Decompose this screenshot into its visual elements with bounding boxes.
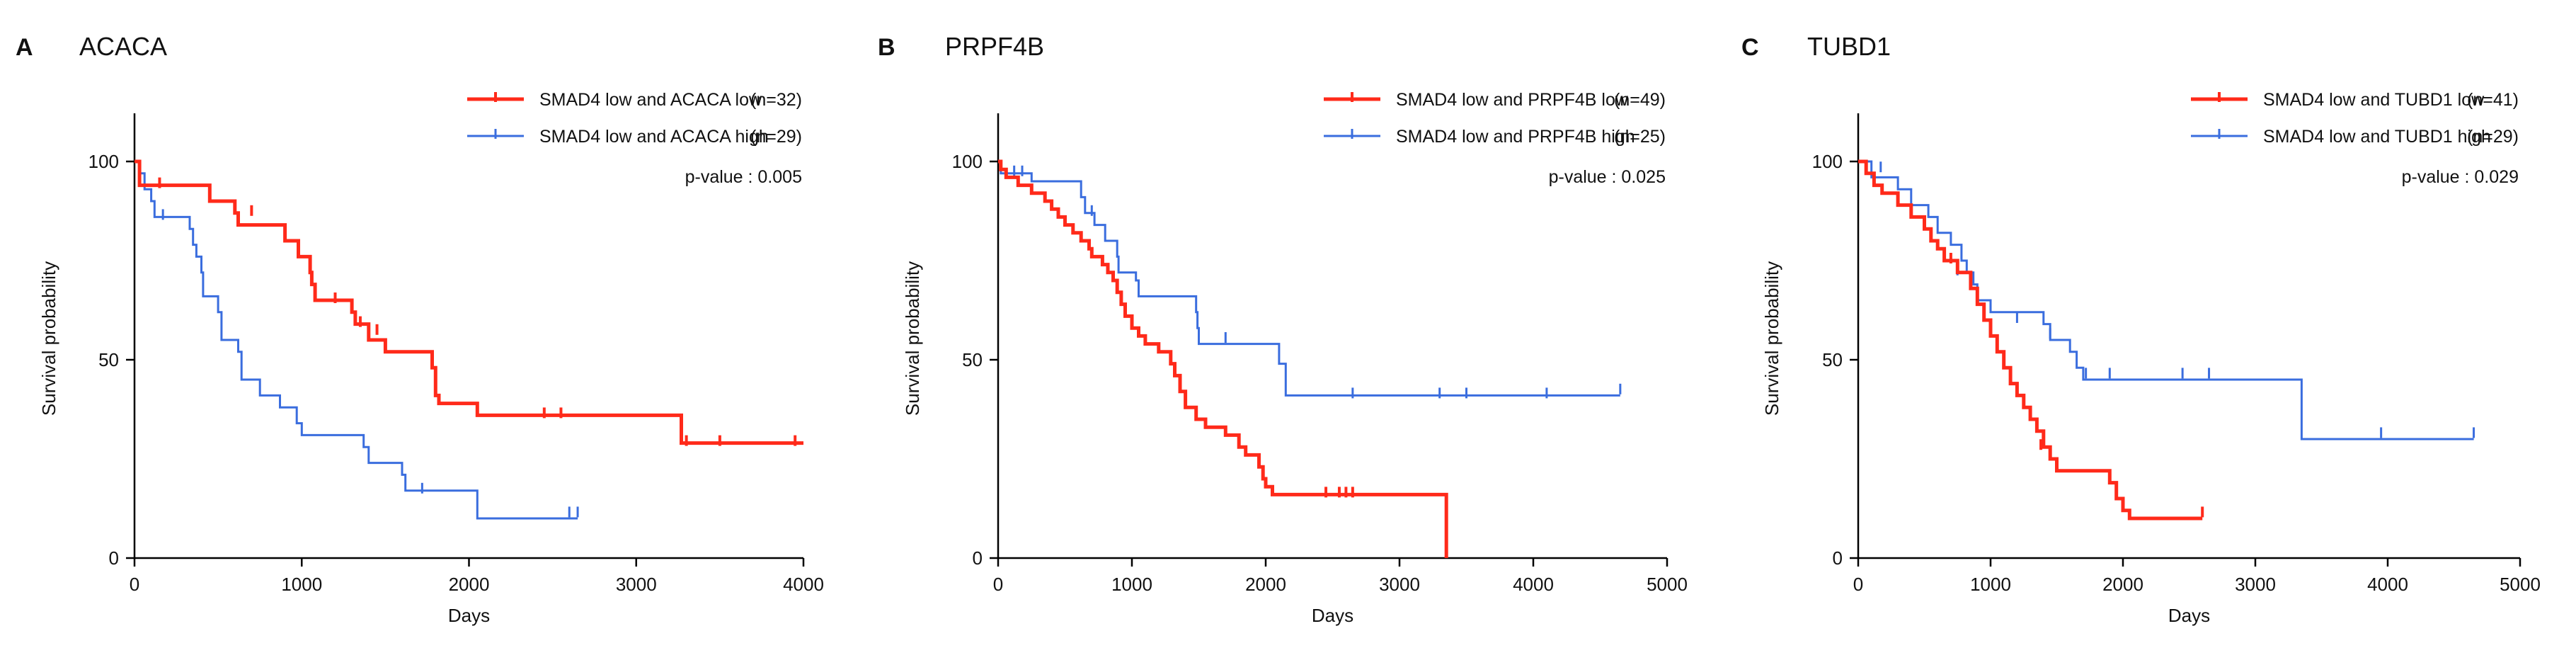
x-tick-label: 4000 — [2367, 574, 2408, 595]
legend-n: (n=49) — [1614, 90, 1666, 110]
y-tick-label: 0 — [109, 547, 119, 569]
km-curve-high — [1858, 160, 2474, 441]
p-value: p-value : 0.025 — [1549, 167, 1666, 187]
x-tick-label: 5000 — [1647, 574, 1688, 595]
legend-label: SMAD4 low and TUBD1 high — [2263, 127, 2491, 147]
legend-label: SMAD4 low and ACACA low — [539, 90, 762, 110]
panel-title: PRPF4B — [945, 32, 1044, 61]
x-tick-label: 1000 — [1970, 574, 2011, 595]
y-tick-label: 100 — [88, 151, 119, 172]
panel-letter: C — [1741, 34, 1759, 61]
panel-letter: A — [16, 34, 33, 61]
y-tick-label: 100 — [1812, 151, 1843, 172]
p-value: p-value : 0.005 — [685, 167, 802, 187]
x-tick-label: 1000 — [1111, 574, 1152, 595]
y-tick-label: 0 — [973, 547, 983, 569]
y-axis-label: Survival probability — [1761, 261, 1782, 416]
panel-a: A ACACA 0 1000 2000 3000 4000 0 50 100 Days Surviva… — [16, 32, 824, 626]
y-tick-label: 50 — [962, 349, 983, 370]
x-tick-label: 2000 — [449, 574, 490, 595]
x-tick-label: 2000 — [2102, 574, 2143, 595]
x-axis-label: Days — [448, 605, 490, 626]
x-tick-label: 3000 — [616, 574, 657, 595]
y-tick-label: 50 — [98, 349, 119, 370]
x-tick-label: 2000 — [1245, 574, 1286, 595]
x-tick-label: 5000 — [2500, 574, 2541, 595]
km-curve-high — [998, 160, 1620, 397]
km-curve-low — [134, 159, 803, 445]
x-tick-label: 1000 — [281, 574, 322, 595]
y-axis-label: Survival probability — [38, 261, 59, 416]
x-tick-label: 4000 — [783, 574, 824, 595]
legend-label: SMAD4 low and TUBD1 low — [2263, 90, 2485, 110]
legend-label: SMAD4 low and ACACA high — [539, 127, 769, 147]
panel-b: B PRPF4B 0 1000 2000 3000 4000 5000 0 50 100 Days Su… — [878, 32, 1688, 626]
km-curve-low — [1858, 159, 2203, 521]
x-tick-label: 0 — [1853, 574, 1863, 595]
p-value: p-value : 0.029 — [2402, 167, 2519, 187]
panel-title: ACACA — [79, 32, 167, 61]
legend-n: (n=29) — [750, 127, 802, 147]
x-tick-label: 4000 — [1513, 574, 1554, 595]
km-curve-low — [998, 159, 1448, 558]
legend-n: (n=29) — [2467, 127, 2519, 147]
y-tick-label: 100 — [952, 151, 983, 172]
panel-c: C TUBD1 0 1000 2000 3000 4000 5000 0 50 100 Days Sur… — [1741, 32, 2541, 626]
x-tick-label: 0 — [993, 574, 1003, 595]
y-axis-label: Survival probability — [902, 261, 923, 416]
km-curve-high — [134, 160, 578, 520]
y-tick-label: 50 — [1822, 349, 1843, 370]
legend-n: (n=41) — [2467, 90, 2519, 110]
legend-label: SMAD4 low and PRPF4B low — [1396, 90, 1629, 110]
x-tick-label: 0 — [130, 574, 139, 595]
panel-letter: B — [878, 34, 895, 61]
y-tick-label: 0 — [1833, 547, 1843, 569]
legend-label: SMAD4 low and PRPF4B high — [1396, 127, 1635, 147]
x-tick-label: 3000 — [1379, 574, 1420, 595]
legend-n: (n=25) — [1614, 127, 1666, 147]
panel-title: TUBD1 — [1807, 32, 1891, 61]
legend-n: (n=32) — [750, 90, 802, 110]
x-axis-label: Days — [1312, 605, 1353, 626]
x-axis-label: Days — [2168, 605, 2210, 626]
x-tick-label: 3000 — [2235, 574, 2276, 595]
